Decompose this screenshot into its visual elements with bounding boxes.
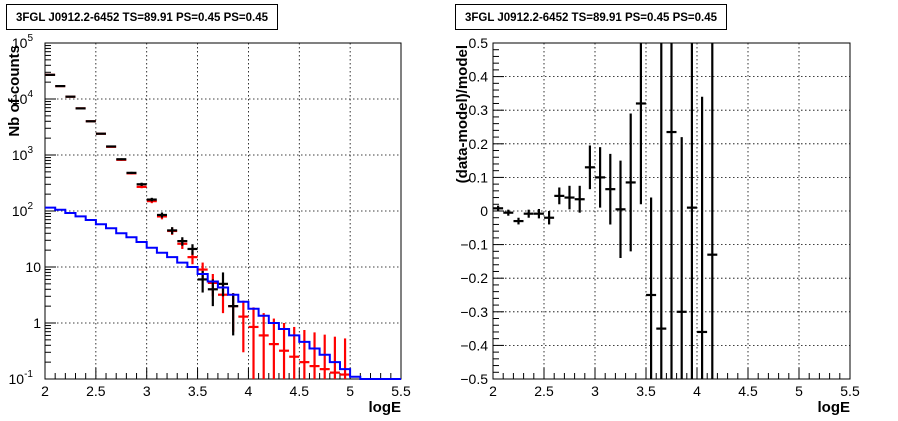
- data-point: [106, 145, 117, 148]
- y-tick-label: 0.1: [469, 169, 489, 185]
- data-point: [340, 338, 351, 379]
- model-histogram-line: [45, 206, 401, 380]
- data-point: [65, 95, 76, 98]
- data-point: [544, 211, 555, 225]
- data-point: [126, 171, 137, 174]
- data-point: [218, 272, 228, 297]
- data-point: [329, 336, 340, 379]
- data-point: [676, 137, 687, 379]
- counts-panel: 2 2.5 3 3.5 4 4.5 5 5.5 10-1 1 10 102 103 104 105 logE N…: [6, 4, 411, 416]
- data-point: [574, 185, 585, 213]
- residuals-panel: 2 2.5 3 3.5 4 4.5 5 5.5 −0.5 −0.4 −0.3 −0.2 −0.1 0 0.1…: [449, 0, 898, 421]
- y-axis-label: Nb of counts: [6, 45, 23, 137]
- x-tick-label: 5: [346, 383, 354, 399]
- data-point: [268, 318, 279, 379]
- x-tick-label: 2: [489, 383, 497, 399]
- x-axis-label: logE: [369, 399, 402, 416]
- counts-chart: 2 2.5 3 3.5 4 4.5 5 5.5 10-1 1 10 102 103 104 105 logE N…: [6, 33, 411, 416]
- data-point: [248, 307, 259, 379]
- y-tick-label: 10: [25, 259, 41, 275]
- data-point: [309, 332, 320, 379]
- data-point: [625, 113, 636, 252]
- data-point: [207, 279, 218, 307]
- data-point: [635, 43, 646, 205]
- y-tick-label: −0.1: [460, 237, 488, 253]
- x-tick-label: 3.5: [636, 383, 656, 399]
- data-point: [279, 323, 290, 379]
- data-point: [686, 43, 697, 379]
- data-point: [707, 43, 718, 379]
- data-point: [85, 120, 96, 123]
- data-point: [228, 293, 239, 336]
- x-tick-label: 5.5: [391, 383, 411, 399]
- data-point: [136, 185, 147, 189]
- data-point: [503, 209, 514, 216]
- y-tick-label: 0.4: [469, 69, 489, 85]
- x-tick-label: 4: [245, 383, 253, 399]
- x-axis-label: logE: [818, 399, 851, 416]
- data-point: [258, 313, 269, 379]
- x-tick-label: 3.5: [188, 383, 208, 399]
- y-tick-label: −0.3: [460, 304, 488, 320]
- x-tick-label: 3: [591, 383, 599, 399]
- data-point: [319, 334, 330, 379]
- data-point: [584, 145, 595, 190]
- data-point: [554, 187, 565, 205]
- y-tick-label: 102: [12, 201, 34, 219]
- residuals-chart: 2 2.5 3 3.5 4 4.5 5 5.5 −0.5 −0.4 −0.3 −0.2 −0.1 0 0.1…: [454, 35, 860, 416]
- x-tick-label: 4.5: [738, 383, 758, 399]
- data-point: [666, 43, 677, 379]
- y-tick-label: 0.5: [469, 35, 489, 51]
- x-tick-label: 2.5: [534, 383, 554, 399]
- data-point: [564, 185, 575, 210]
- data-point: [55, 84, 66, 88]
- data-point: [95, 132, 106, 135]
- data-point: [177, 237, 188, 246]
- y-tick-label: 103: [12, 145, 34, 163]
- x-tick-label: 2.5: [86, 383, 106, 399]
- data-point: [238, 300, 249, 353]
- y-tick-label: −0.4: [460, 337, 488, 353]
- data-point: [136, 182, 147, 186]
- data-point: [656, 43, 667, 379]
- data-point: [493, 205, 504, 211]
- y-tick-label: 10-1: [9, 369, 34, 387]
- data-point: [605, 153, 616, 225]
- data-point: [156, 212, 167, 218]
- x-tick-label: 5.5: [840, 383, 860, 399]
- x-tick-label: 3: [143, 383, 151, 399]
- data-point: [646, 197, 657, 379]
- data-point: [533, 208, 544, 219]
- data-point: [116, 158, 127, 161]
- data-point: [167, 227, 178, 235]
- chart-title: 3FGL J0912.2-6452 TS=89.91 PS=0.45 PS=0.…: [455, 4, 728, 30]
- y-tick-label: −0.5: [460, 371, 488, 387]
- y-tick-label: 1: [33, 315, 41, 331]
- y-tick-label: −0.2: [460, 270, 488, 286]
- data-point: [146, 197, 157, 202]
- y-tick-label: 0.2: [469, 136, 489, 152]
- data-point: [523, 209, 534, 218]
- data-point: [595, 147, 606, 208]
- y-tick-label: 104: [12, 89, 34, 107]
- data-point: [615, 160, 626, 259]
- data-point: [45, 73, 56, 76]
- y-tick-label: 0: [480, 203, 488, 219]
- x-tick-label: 4.5: [290, 383, 310, 399]
- data-point: [75, 107, 86, 110]
- y-tick-label: 105: [12, 33, 34, 51]
- data-point: [187, 244, 198, 255]
- chart-title: 3FGL J0912.2-6452 TS=89.91 PS=0.45 PS=0.…: [6, 4, 279, 30]
- data-point: [513, 217, 524, 225]
- x-tick-label: 2: [41, 383, 49, 399]
- x-tick-label: 4: [693, 383, 701, 399]
- data-point: [697, 96, 708, 379]
- y-tick-label: 0.3: [469, 102, 489, 118]
- plot-frame: [44, 42, 402, 380]
- y-axis-label: (data-model)/model: [454, 45, 471, 183]
- data-point: [299, 329, 310, 379]
- x-tick-label: 5: [795, 383, 803, 399]
